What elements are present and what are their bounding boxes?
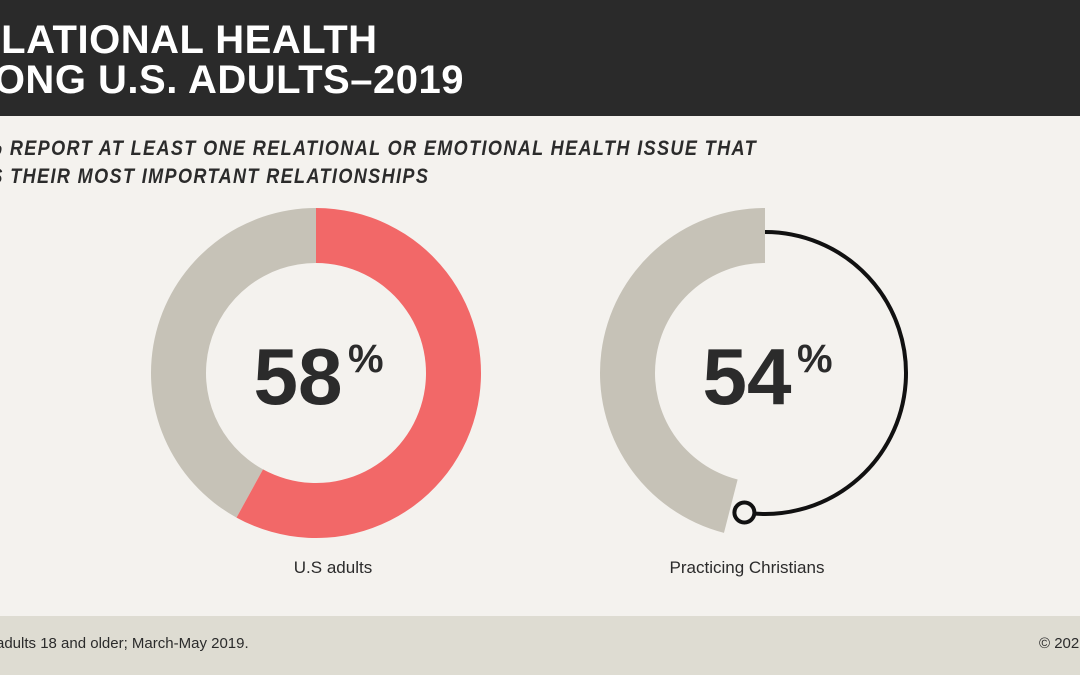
donut-christians-label: Practicing Christians	[670, 558, 825, 577]
page-title-line-1: ELATIONAL HEALTH	[0, 18, 378, 62]
footer: adults 18 and older; March-May 2019. © 2…	[0, 616, 1080, 675]
donut-christians-unit: %	[797, 337, 833, 381]
donut-us-adults-label: U.S adults	[294, 558, 372, 577]
footer-note: adults 18 and older; March-May 2019.	[0, 635, 249, 652]
donut-practicing-christians: 54 % Practicing Christians	[600, 208, 908, 577]
subtitle-line-2: TS THEIR MOST IMPORTANT RELATIONSHIPS	[0, 165, 430, 188]
donut-us-adults-value: 58	[254, 332, 343, 421]
donut-christians-filled-line	[744, 230, 908, 516]
donut-christians-end-marker	[732, 500, 757, 525]
subtitle-line-1: % REPORT AT LEAST ONE RELATIONAL OR EMOT…	[0, 137, 757, 160]
donut-christians-value: 54	[703, 332, 792, 421]
donut-us-adults-remainder	[151, 208, 316, 518]
donut-us-adults-filled	[236, 208, 482, 538]
donut-christians-remainder	[600, 208, 765, 533]
page-title-line-2: MONG U.S. ADULTS–2019	[0, 58, 464, 102]
donut-us-adults-unit: %	[348, 337, 384, 381]
header-banner: ELATIONAL HEALTH MONG U.S. ADULTS–2019	[0, 0, 1080, 116]
donut-us-adults: 58 % U.S adults	[151, 208, 482, 577]
footer-copyright: © 202	[1039, 635, 1080, 652]
